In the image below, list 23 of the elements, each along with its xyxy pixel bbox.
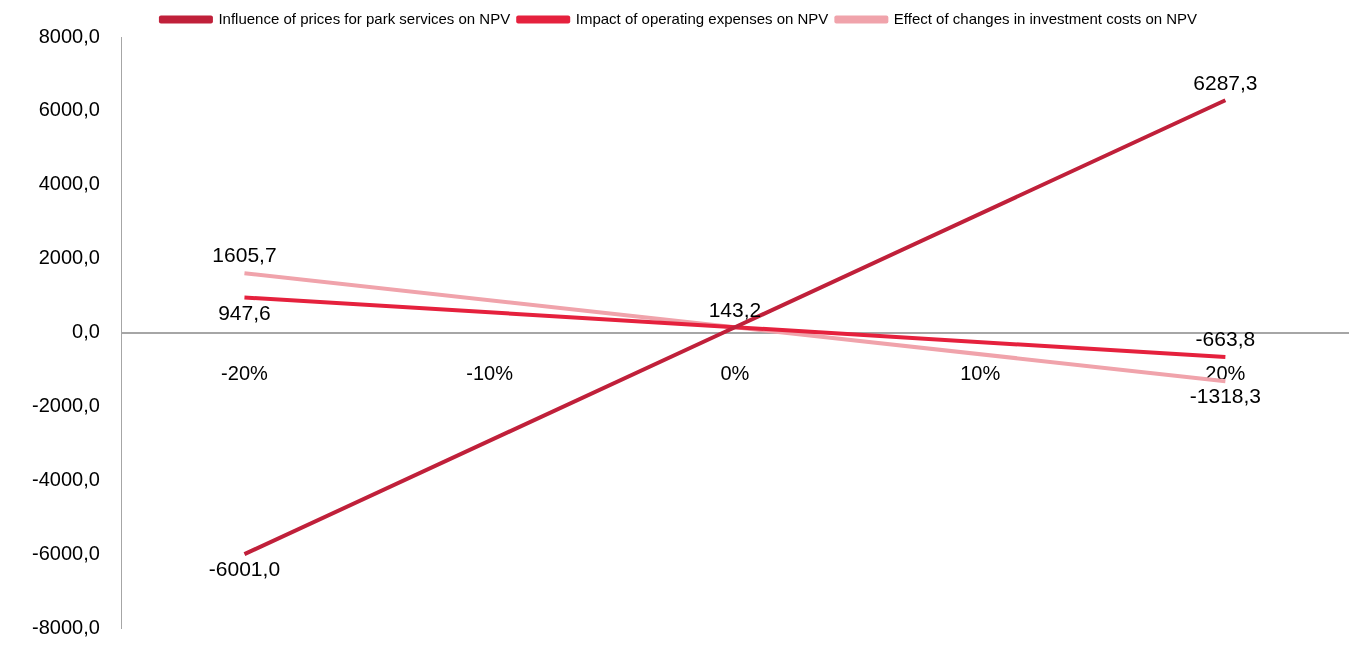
y-tick-label: 4000,0	[38, 172, 100, 195]
x-tick-label: 0%	[720, 362, 750, 385]
data-label: -6001,0	[208, 557, 281, 581]
data-label: -1318,3	[1189, 384, 1261, 408]
y-tick-label: -6000,0	[31, 541, 100, 564]
y-tick-label: -2000,0	[31, 393, 100, 416]
y-tick-label: 2000,0	[38, 246, 100, 269]
data-label: 1605,7	[212, 243, 277, 267]
x-tick-label: 10%	[960, 362, 1001, 385]
data-label: -663,8	[1195, 327, 1256, 351]
y-tick-label: -8000,0	[31, 615, 100, 638]
x-tick-label: -10%	[466, 362, 514, 385]
data-label: 6287,3	[1193, 70, 1258, 94]
data-label: 143,2	[708, 297, 762, 321]
y-tick-label: 0,0	[72, 320, 100, 343]
x-tick-label: -20%	[221, 362, 268, 385]
legend-label: Impact of operating expenses on NPV	[575, 9, 829, 27]
y-tick-label: 6000,0	[38, 98, 100, 121]
y-tick-label: -4000,0	[31, 467, 100, 490]
legend-label: Influence of prices for park services on NPV	[218, 9, 511, 27]
y-tick-label: 8000,0	[38, 24, 100, 47]
legend-label: Effect of changes in investment costs on NPV	[893, 9, 1198, 27]
data-label: 947,6	[218, 300, 271, 324]
